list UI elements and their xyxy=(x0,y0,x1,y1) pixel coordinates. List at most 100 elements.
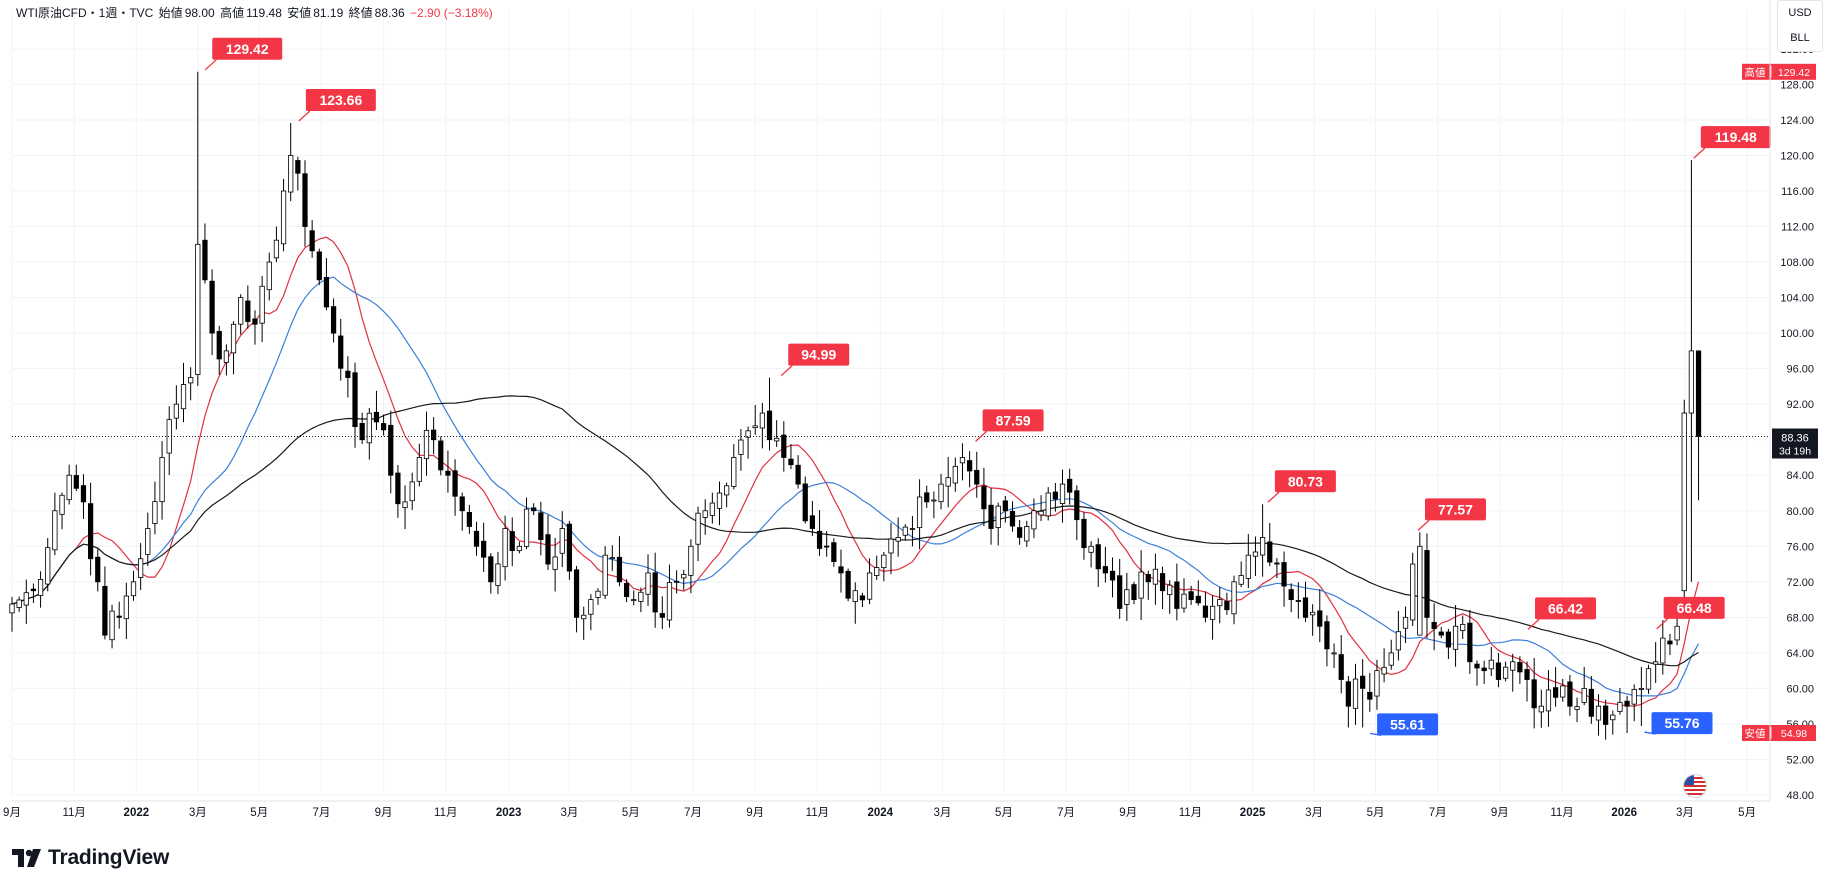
annotation-pointer xyxy=(1656,618,1669,630)
candle-body xyxy=(1502,666,1509,679)
x-tick-label: 2022 xyxy=(124,807,150,819)
candle xyxy=(1617,687,1623,715)
candle xyxy=(1624,695,1630,734)
candle xyxy=(1474,660,1480,686)
candle-body xyxy=(295,160,301,174)
candle-body xyxy=(1681,412,1687,592)
candle xyxy=(731,444,737,490)
candle-body xyxy=(130,581,137,597)
candle-body xyxy=(1638,688,1644,690)
symbol-legend: WTI原油CFD・1週・TVC 始値 98.00 高値 119.48 安値 81.19… xyxy=(16,4,495,21)
candle xyxy=(1124,572,1130,621)
candle-body xyxy=(1059,483,1066,504)
candle-body xyxy=(402,501,408,509)
high-value: 119.48 xyxy=(246,6,282,20)
candle xyxy=(395,464,401,518)
annotation-box xyxy=(1663,596,1725,619)
candle-body xyxy=(1552,687,1559,698)
candle-body xyxy=(1545,689,1552,712)
candle-body xyxy=(816,530,823,549)
candle xyxy=(1102,546,1109,583)
candle xyxy=(745,426,751,459)
time-axis[interactable]: 9月 11月 2022 3月 5月 7月 9月 11月 2023 3月 5月 7月 9月 11月 2024 3… xyxy=(3,0,1771,819)
candle xyxy=(1517,656,1523,684)
annotation-text: 55.76 xyxy=(1664,715,1699,731)
candle-body xyxy=(1381,666,1387,675)
x-tick-label: 5月 xyxy=(250,807,268,819)
candle xyxy=(945,457,951,508)
candle-body xyxy=(559,528,565,554)
candle xyxy=(1660,620,1666,675)
candle-body xyxy=(1281,562,1287,587)
tradingview-logo[interactable]: TradingView xyxy=(12,846,169,870)
candle xyxy=(1295,582,1301,619)
candle-body xyxy=(202,239,208,281)
us-flag-icon[interactable] xyxy=(1683,774,1707,798)
axis-mark-value: 54.98 xyxy=(1781,728,1807,740)
candle xyxy=(1324,615,1330,667)
candle-body xyxy=(1067,478,1073,493)
candle xyxy=(1345,676,1351,728)
candle xyxy=(1610,710,1616,735)
axis-mark: 安値 54.98 xyxy=(1742,725,1816,742)
candle-body xyxy=(1410,563,1416,621)
x-tick-label: 9月 xyxy=(375,807,393,819)
candle-body xyxy=(924,492,930,503)
candle-body xyxy=(1374,670,1380,697)
open-label: 始値 xyxy=(158,6,183,20)
candle-body xyxy=(1338,654,1344,680)
candle-body xyxy=(838,566,844,574)
annotation-box xyxy=(1651,712,1713,735)
candle-body xyxy=(66,474,72,501)
candle-body xyxy=(652,572,658,613)
candle xyxy=(188,367,194,401)
annotation-text: 80.73 xyxy=(1288,473,1323,489)
candle-body xyxy=(37,579,44,596)
candle xyxy=(59,492,65,530)
annotation-pointer xyxy=(298,110,311,122)
candle xyxy=(238,294,244,335)
candle xyxy=(280,178,287,252)
candle-body xyxy=(974,469,980,485)
candle-body xyxy=(473,530,480,547)
price-axis[interactable]: 132.00128.00124.00120.00116.00112.00108.… xyxy=(1742,44,1818,802)
high-annotation: 80.73 xyxy=(1267,470,1336,503)
candle xyxy=(952,457,958,492)
candle xyxy=(874,555,880,581)
candle xyxy=(216,325,222,375)
candle xyxy=(316,248,322,285)
candle-body xyxy=(888,538,894,554)
candle xyxy=(988,487,994,545)
candle xyxy=(824,531,830,557)
unit-selector[interactable]: USD BLL xyxy=(1777,0,1823,52)
candle-body xyxy=(388,424,394,476)
candle-body xyxy=(238,297,244,325)
candle-body xyxy=(1217,599,1223,607)
currency-label[interactable]: USD xyxy=(1788,7,1812,19)
candle-body xyxy=(1624,700,1630,707)
candle-body xyxy=(1245,554,1251,579)
candle-body xyxy=(1259,537,1266,556)
y-tick-label: 108.00 xyxy=(1780,257,1814,269)
axis-mark-box xyxy=(1742,63,1816,80)
candle-body xyxy=(716,492,723,509)
candle-body xyxy=(1517,661,1523,673)
candle-body xyxy=(145,528,151,555)
unit-label[interactable]: BLL xyxy=(1790,32,1810,44)
annotation-box xyxy=(1535,597,1597,620)
candle-body xyxy=(488,556,494,583)
candle xyxy=(995,502,1001,546)
candle xyxy=(1431,603,1437,651)
candle xyxy=(95,549,101,592)
candle xyxy=(1688,160,1695,582)
candle-body xyxy=(538,512,544,540)
candle xyxy=(159,441,165,520)
candle xyxy=(916,479,923,550)
candle xyxy=(1302,581,1309,622)
annotation-text: 66.42 xyxy=(1548,600,1583,616)
candle xyxy=(909,515,916,547)
candle-body xyxy=(1603,705,1609,725)
candle-body xyxy=(438,440,444,471)
candle-body xyxy=(1588,688,1594,717)
